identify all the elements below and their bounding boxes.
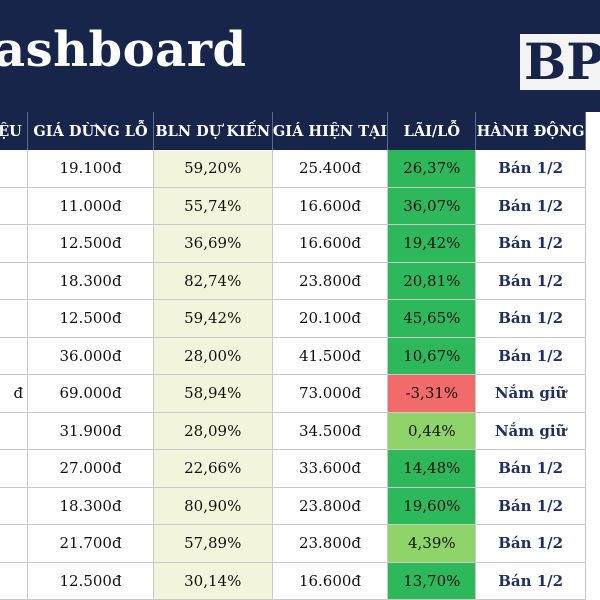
stop-loss-cell: 18.300đ <box>27 487 154 525</box>
stop-loss-cell: 12.500đ <box>27 299 154 338</box>
column-header[interactable]: GIÁ HIỆN TẠI <box>272 112 389 150</box>
expected-profit-cell: 80,90% <box>153 487 273 525</box>
current-price-cell: 34.500đ <box>272 412 389 450</box>
table-row[interactable]: 27.000đ 22,66% 33.600đ 14,48% Bán 1/2 <box>0 449 586 488</box>
column-header[interactable]: BLN DỰ KIẾN <box>153 112 273 150</box>
dashboard-header: ashboard BP <box>0 0 600 112</box>
stop-loss-cell: 69.000đ <box>27 374 154 413</box>
expected-profit-cell: 55,74% <box>153 187 273 225</box>
column-header[interactable]: IỆU <box>0 112 29 150</box>
profit-loss-cell: 45,65% <box>387 299 477 338</box>
profit-loss-cell: 19,60% <box>387 487 477 525</box>
first-column-cell <box>0 412 29 450</box>
stop-loss-cell: 36.000đ <box>27 337 154 375</box>
action-cell: Bán 1/2 <box>475 337 586 375</box>
first-column-cell <box>0 524 29 563</box>
column-header[interactable]: HÀNH ĐỘNG <box>475 112 586 150</box>
table-row[interactable]: 12.500đ 30,14% 16.600đ 13,70% Bán 1/2 <box>0 562 586 600</box>
current-price-cell: 23.800đ <box>272 262 389 300</box>
expected-profit-cell: 22,66% <box>153 449 273 488</box>
profit-loss-cell: 20,81% <box>387 262 477 300</box>
action-cell: Nắm giữ <box>475 412 586 450</box>
first-column-cell <box>0 187 29 225</box>
first-column-cell <box>0 299 29 338</box>
action-cell: Bán 1/2 <box>475 299 586 338</box>
stop-loss-cell: 21.700đ <box>27 524 154 563</box>
portfolio-table-container: IỆU GIÁ DỪNG LỖ BLN DỰ KIẾN GIÁ HIỆN TẠI… <box>0 112 600 600</box>
expected-profit-cell: 82,74% <box>153 262 273 300</box>
action-cell: Bán 1/2 <box>475 262 586 300</box>
first-column-cell <box>0 150 29 188</box>
profit-loss-cell: 26,37% <box>387 150 477 188</box>
current-price-cell: 20.100đ <box>272 299 389 338</box>
current-price-cell: 73.000đ <box>272 374 389 413</box>
first-column-cell <box>0 262 29 300</box>
column-header[interactable]: LÃI/LỖ <box>387 112 477 150</box>
table-row[interactable]: 36.000đ 28,00% 41.500đ 10,67% Bán 1/2 <box>0 337 586 375</box>
expected-profit-cell: 30,14% <box>153 562 273 600</box>
stop-loss-cell: 27.000đ <box>27 449 154 488</box>
first-column-cell: đ <box>0 374 29 413</box>
current-price-cell: 25.400đ <box>272 150 389 188</box>
table-row[interactable]: 18.300đ 82,74% 23.800đ 20,81% Bán 1/2 <box>0 262 586 300</box>
profit-loss-cell: 10,67% <box>387 337 477 375</box>
profit-loss-cell: 4,39% <box>387 524 477 563</box>
portfolio-table: IỆU GIÁ DỪNG LỖ BLN DỰ KIẾN GIÁ HIỆN TẠI… <box>0 112 586 600</box>
expected-profit-cell: 58,94% <box>153 374 273 413</box>
column-header[interactable]: GIÁ DỪNG LỖ <box>27 112 154 150</box>
stop-loss-cell: 11.000đ <box>27 187 154 225</box>
page-title: ashboard <box>0 22 247 78</box>
profit-loss-cell: 36,07% <box>387 187 477 225</box>
expected-profit-cell: 57,89% <box>153 524 273 563</box>
first-column-cell <box>0 449 29 488</box>
current-price-cell: 23.800đ <box>272 524 389 563</box>
table-row[interactable]: 21.700đ 57,89% 23.800đ 4,39% Bán 1/2 <box>0 524 586 563</box>
current-price-cell: 23.800đ <box>272 487 389 525</box>
stop-loss-cell: 12.500đ <box>27 562 154 600</box>
table-body: 19.100đ 59,20% 25.400đ 26,37% Bán 1/2 11.000đ… <box>0 150 586 600</box>
current-price-cell: 16.600đ <box>272 187 389 225</box>
table-row[interactable]: 12.500đ 36,69% 16.600đ 19,42% Bán 1/2 <box>0 224 586 263</box>
first-column-cell <box>0 562 29 600</box>
action-cell: Bán 1/2 <box>475 187 586 225</box>
current-price-cell: 16.600đ <box>272 562 389 600</box>
expected-profit-cell: 59,42% <box>153 299 273 338</box>
brand-logo: BP <box>520 34 600 90</box>
expected-profit-cell: 36,69% <box>153 224 273 263</box>
expected-profit-cell: 59,20% <box>153 150 273 188</box>
profit-loss-cell: 19,42% <box>387 224 477 263</box>
first-column-cell <box>0 224 29 263</box>
expected-profit-cell: 28,09% <box>153 412 273 450</box>
current-price-cell: 16.600đ <box>272 224 389 263</box>
table-row[interactable]: 11.000đ 55,74% 16.600đ 36,07% Bán 1/2 <box>0 187 586 225</box>
first-column-cell <box>0 487 29 525</box>
expected-profit-cell: 28,00% <box>153 337 273 375</box>
stop-loss-cell: 18.300đ <box>27 262 154 300</box>
action-cell: Bán 1/2 <box>475 150 586 188</box>
stop-loss-cell: 12.500đ <box>27 224 154 263</box>
stop-loss-cell: 19.100đ <box>27 150 154 188</box>
profit-loss-cell: 14,48% <box>387 449 477 488</box>
current-price-cell: 33.600đ <box>272 449 389 488</box>
action-cell: Nắm giữ <box>475 374 586 413</box>
profit-loss-cell: 13,70% <box>387 562 477 600</box>
table-row[interactable]: 31.900đ 28,09% 34.500đ 0,44% Nắm giữ <box>0 412 586 450</box>
table-header-row: IỆU GIÁ DỪNG LỖ BLN DỰ KIẾN GIÁ HIỆN TẠI… <box>0 112 586 150</box>
profit-loss-cell: 0,44% <box>387 412 477 450</box>
current-price-cell: 41.500đ <box>272 337 389 375</box>
action-cell: Bán 1/2 <box>475 524 586 563</box>
action-cell: Bán 1/2 <box>475 487 586 525</box>
action-cell: Bán 1/2 <box>475 449 586 488</box>
profit-loss-cell: -3,31% <box>387 374 477 413</box>
first-column-cell <box>0 337 29 375</box>
stop-loss-cell: 31.900đ <box>27 412 154 450</box>
action-cell: Bán 1/2 <box>475 562 586 600</box>
table-row[interactable]: 19.100đ 59,20% 25.400đ 26,37% Bán 1/2 <box>0 150 586 188</box>
table-row[interactable]: đ 69.000đ 58,94% 73.000đ -3,31% Nắm giữ <box>0 374 586 413</box>
action-cell: Bán 1/2 <box>475 224 586 263</box>
table-row[interactable]: 18.300đ 80,90% 23.800đ 19,60% Bán 1/2 <box>0 487 586 525</box>
table-row[interactable]: 12.500đ 59,42% 20.100đ 45,65% Bán 1/2 <box>0 299 586 338</box>
